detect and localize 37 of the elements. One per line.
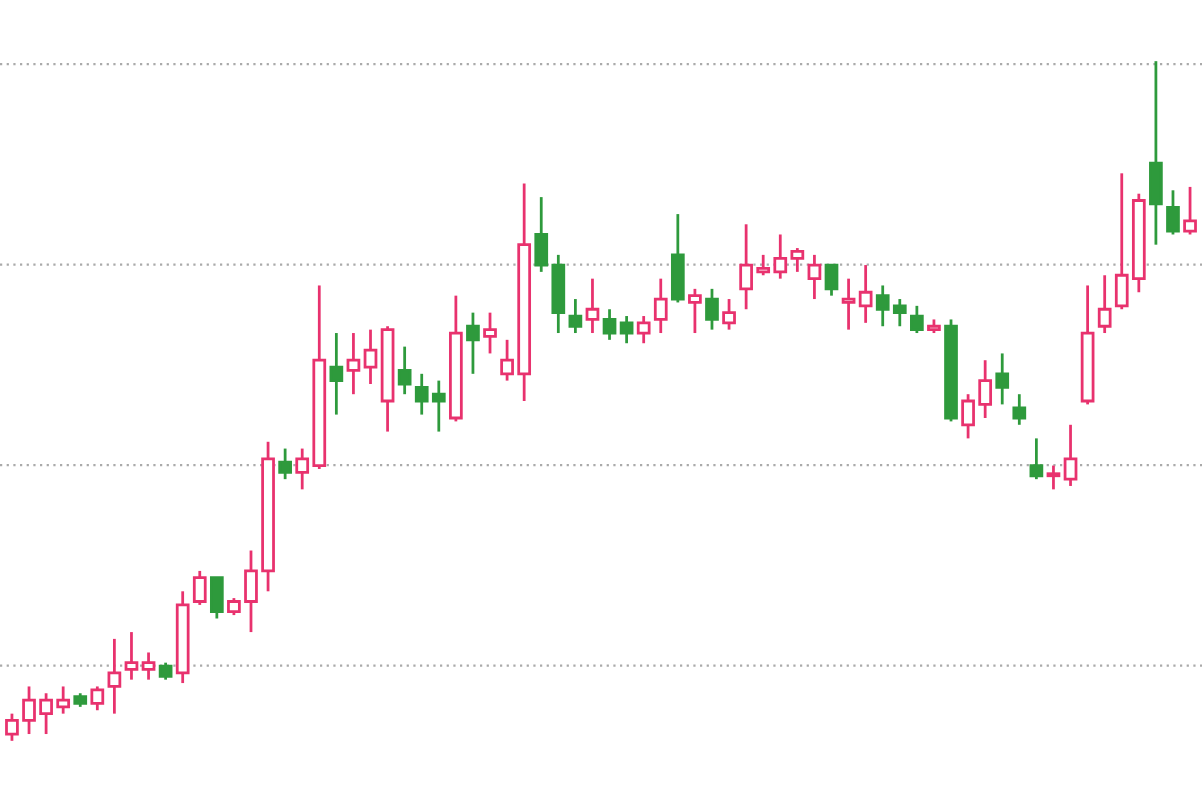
candlestick <box>483 311 497 355</box>
candlestick <box>807 253 822 301</box>
candlestick <box>1063 423 1078 488</box>
candlestick <box>722 297 736 332</box>
candlestick <box>1149 59 1163 247</box>
candlestick <box>670 212 685 304</box>
candlestick <box>346 331 361 396</box>
candlestick <box>1183 185 1197 236</box>
candlestick <box>466 311 480 376</box>
candlestick <box>1029 436 1044 481</box>
candlestick <box>636 314 651 345</box>
candlestick <box>653 277 668 335</box>
candlestick <box>90 685 105 712</box>
candlestick <box>619 314 634 345</box>
candlestick <box>568 297 583 335</box>
candlestick <box>192 569 207 607</box>
candlestick <box>1166 188 1180 236</box>
candlestick <box>1097 273 1112 335</box>
candlestick <box>141 651 156 682</box>
candlestick <box>602 307 617 342</box>
candlestick <box>329 331 344 416</box>
candlestick <box>858 263 873 325</box>
candlestick <box>841 277 856 332</box>
candlestick <box>1012 392 1027 427</box>
candlestick <box>585 277 600 335</box>
candlestick <box>209 576 224 620</box>
candlestick <box>824 263 839 298</box>
candlestick <box>107 637 122 716</box>
candlestick <box>1046 464 1061 491</box>
candlestick <box>363 328 378 386</box>
candlestick <box>688 287 702 335</box>
candlestick <box>995 352 1010 406</box>
candlestick <box>397 345 412 396</box>
candlestick <box>278 447 292 481</box>
candlestick <box>124 630 139 682</box>
candlestick <box>910 304 924 335</box>
candlestick <box>705 287 719 332</box>
